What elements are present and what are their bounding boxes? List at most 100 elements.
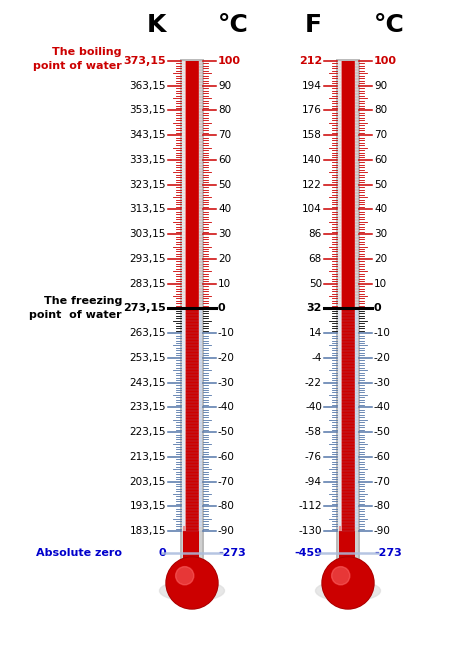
Bar [182, 527, 202, 583]
Bar [198, 61, 202, 531]
Text: 10: 10 [218, 279, 231, 288]
Text: 313,15: 313,15 [129, 204, 166, 214]
Text: 158: 158 [302, 130, 322, 140]
Ellipse shape [316, 581, 381, 602]
Text: -50: -50 [218, 427, 235, 437]
Circle shape [322, 557, 374, 609]
Bar [338, 61, 342, 531]
Bar [338, 61, 358, 309]
Text: -10: -10 [374, 328, 391, 338]
Text: Absolute zero: Absolute zero [36, 548, 122, 558]
Text: 10: 10 [374, 279, 387, 288]
Text: 14: 14 [309, 328, 322, 338]
Text: -30: -30 [374, 378, 391, 387]
Text: 283,15: 283,15 [129, 279, 166, 288]
Text: 30: 30 [218, 229, 231, 239]
Circle shape [167, 558, 217, 608]
Circle shape [166, 557, 218, 609]
Circle shape [323, 558, 373, 608]
Text: 0: 0 [374, 303, 382, 313]
Text: -10: -10 [218, 328, 235, 338]
Text: 176: 176 [302, 105, 322, 115]
Text: 243,15: 243,15 [129, 378, 166, 387]
Bar [341, 61, 355, 531]
Text: 104: 104 [302, 204, 322, 214]
Text: The boiling
point of water: The boiling point of water [33, 47, 122, 71]
Text: -60: -60 [374, 452, 391, 462]
Text: -90: -90 [374, 526, 391, 536]
Text: 263,15: 263,15 [129, 328, 166, 338]
Text: 60: 60 [374, 155, 387, 165]
Text: -20: -20 [218, 353, 235, 363]
Text: -50: -50 [374, 427, 391, 437]
Bar [336, 59, 360, 533]
Text: 183,15: 183,15 [129, 526, 166, 536]
Text: 0: 0 [218, 303, 226, 313]
Text: 50: 50 [309, 279, 322, 288]
Text: -40: -40 [374, 402, 391, 412]
Bar [354, 61, 358, 531]
Text: 80: 80 [218, 105, 231, 115]
Text: 70: 70 [218, 130, 231, 140]
Ellipse shape [159, 581, 225, 602]
Bar [182, 61, 186, 531]
Text: -70: -70 [374, 477, 391, 486]
Text: -130: -130 [299, 526, 322, 536]
Bar [185, 61, 199, 531]
Bar [336, 525, 360, 583]
Text: 20: 20 [374, 254, 387, 264]
Text: 293,15: 293,15 [129, 254, 166, 264]
Text: The freezing
point  of water: The freezing point of water [29, 296, 122, 320]
Text: 50: 50 [218, 180, 231, 189]
Text: 212: 212 [299, 56, 322, 66]
Text: K: K [146, 13, 166, 37]
Text: 0: 0 [158, 548, 166, 558]
Text: -40: -40 [218, 402, 235, 412]
Bar [338, 309, 358, 531]
Text: F: F [305, 13, 322, 37]
Text: 213,15: 213,15 [129, 452, 166, 462]
Text: -4: -4 [311, 353, 322, 363]
Text: -80: -80 [374, 501, 391, 511]
Text: 194: 194 [302, 81, 322, 90]
Text: 363,15: 363,15 [129, 81, 166, 90]
Text: 90: 90 [374, 81, 387, 90]
Circle shape [176, 566, 194, 585]
Text: 303,15: 303,15 [129, 229, 166, 239]
Text: 140: 140 [302, 155, 322, 165]
Bar [182, 309, 202, 531]
Bar [180, 59, 204, 533]
Text: °C: °C [218, 13, 249, 37]
Text: -22: -22 [305, 378, 322, 387]
Bar [339, 526, 353, 583]
Text: -70: -70 [218, 477, 235, 486]
Bar [185, 527, 199, 583]
Text: 86: 86 [309, 229, 322, 239]
Text: -30: -30 [218, 378, 235, 387]
Text: 40: 40 [374, 204, 387, 214]
Text: 20: 20 [218, 254, 231, 264]
Text: 100: 100 [374, 56, 397, 66]
Text: 343,15: 343,15 [129, 130, 166, 140]
Text: 273,15: 273,15 [123, 303, 166, 313]
Circle shape [332, 566, 350, 585]
Bar [183, 526, 197, 583]
Text: -112: -112 [298, 501, 322, 511]
Text: 32: 32 [307, 303, 322, 313]
Text: 30: 30 [374, 229, 387, 239]
Text: -40: -40 [305, 402, 322, 412]
Text: -58: -58 [305, 427, 322, 437]
Text: -60: -60 [218, 452, 235, 462]
Text: -273: -273 [218, 548, 246, 558]
Text: 193,15: 193,15 [129, 501, 166, 511]
Text: 353,15: 353,15 [129, 105, 166, 115]
Text: 60: 60 [218, 155, 231, 165]
Text: 203,15: 203,15 [129, 477, 166, 486]
Text: -90: -90 [218, 526, 235, 536]
Text: -20: -20 [374, 353, 391, 363]
Bar [341, 527, 355, 583]
Text: 100: 100 [218, 56, 241, 66]
Text: 70: 70 [374, 130, 387, 140]
Text: 40: 40 [218, 204, 231, 214]
Text: °C: °C [374, 13, 405, 37]
